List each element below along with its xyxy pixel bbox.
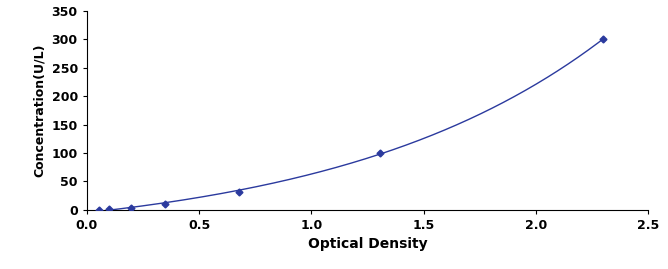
X-axis label: Optical Density: Optical Density xyxy=(307,238,428,252)
Y-axis label: Concentration(U/L): Concentration(U/L) xyxy=(33,44,46,177)
